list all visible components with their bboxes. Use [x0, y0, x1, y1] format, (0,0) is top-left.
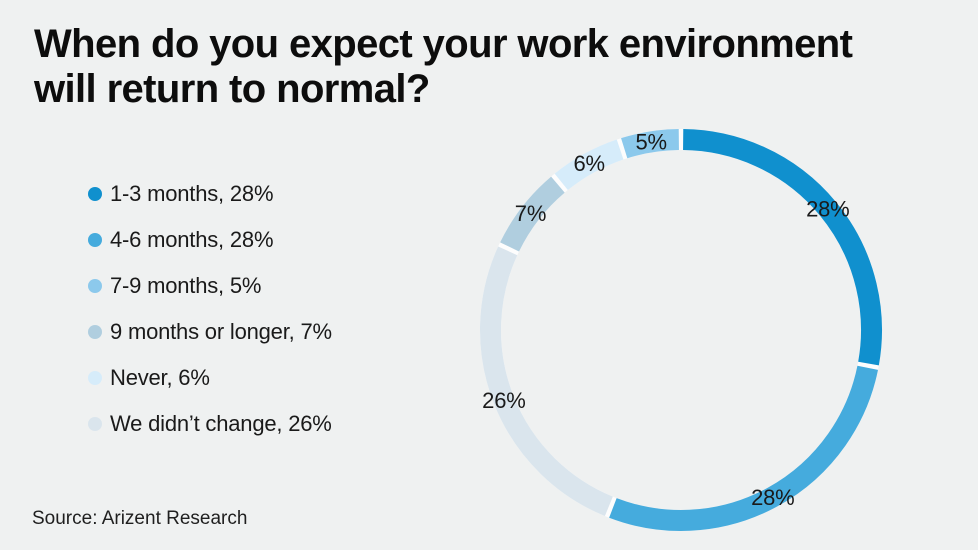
donut-segment-4-6-months: [609, 365, 878, 531]
legend-item-label: Never, 6%: [110, 365, 210, 390]
legend-swatch-icon: [88, 325, 102, 339]
chart-title: When do you expect your work environment…: [34, 22, 964, 112]
donut-segment-never: [554, 139, 624, 191]
donut-segment-9-months-or-longer: [500, 176, 565, 252]
legend-swatch-icon: [88, 233, 102, 247]
legend-item-label: 1-3 months, 28%: [110, 181, 274, 206]
chart-title-line-2: will return to normal?: [34, 66, 430, 111]
slice-label-we-didn-t-change: 26%: [482, 388, 525, 413]
legend-item: 7-9 months, 5%: [88, 273, 332, 298]
legend-item-label: 7-9 months, 5%: [110, 273, 262, 298]
donut-segment-1-3-months: [683, 129, 882, 366]
slice-label-9-months-or-longer: 7%: [515, 201, 546, 226]
source-caption: Source: Arizent Research: [32, 508, 248, 529]
legend-swatch-icon: [88, 371, 102, 385]
slice-label-7-9-months: 5%: [635, 130, 666, 155]
legend-item: 4-6 months, 28%: [88, 227, 332, 252]
legend-item: 1-3 months, 28%: [88, 181, 332, 206]
slice-label-1-3-months: 28%: [806, 197, 849, 222]
legend-item: 9 months or longer, 7%: [88, 319, 332, 344]
legend-item-label: We didn’t change, 26%: [110, 411, 332, 436]
legend-swatch-icon: [88, 279, 102, 293]
legend-item: We didn’t change, 26%: [88, 411, 332, 436]
legend-swatch-icon: [88, 417, 102, 431]
legend-swatch-icon: [88, 187, 102, 201]
slice-label-never: 6%: [573, 151, 604, 176]
legend-item-label: 9 months or longer, 7%: [110, 319, 332, 344]
chart-title-line-1: When do you expect your work environment: [34, 22, 853, 66]
legend-item: Never, 6%: [88, 365, 332, 390]
donut-segment-7-9-months: [621, 129, 680, 159]
slice-label-4-6-months: 28%: [751, 485, 794, 510]
donut-segment-we-didn-t-change: [480, 246, 613, 517]
legend: 1-3 months, 28% 4-6 months, 28% 7-9 mont…: [88, 181, 332, 458]
legend-item-label: 4-6 months, 28%: [110, 227, 274, 252]
